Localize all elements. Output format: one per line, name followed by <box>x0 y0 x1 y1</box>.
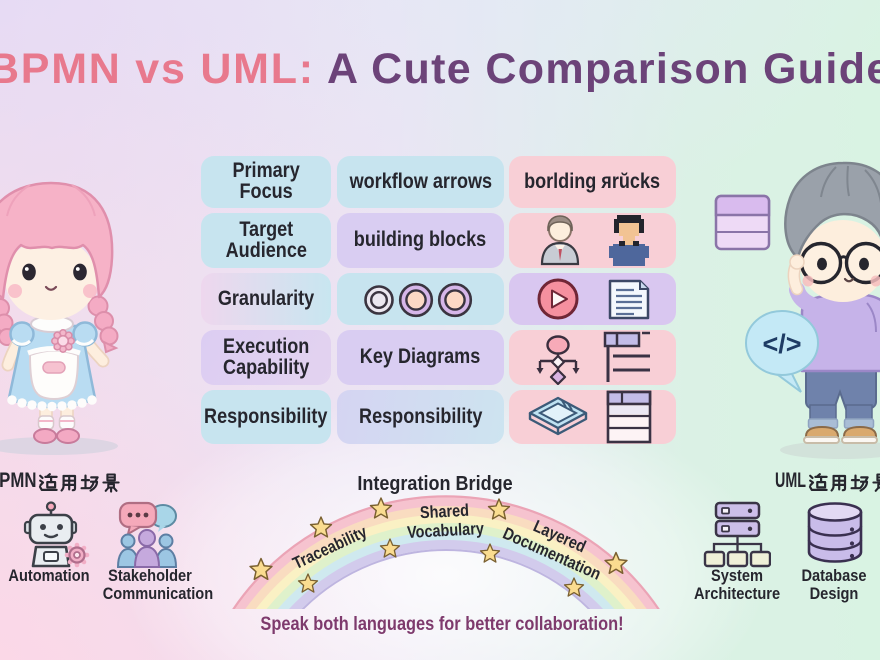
svg-text:</>: </> <box>762 329 801 359</box>
